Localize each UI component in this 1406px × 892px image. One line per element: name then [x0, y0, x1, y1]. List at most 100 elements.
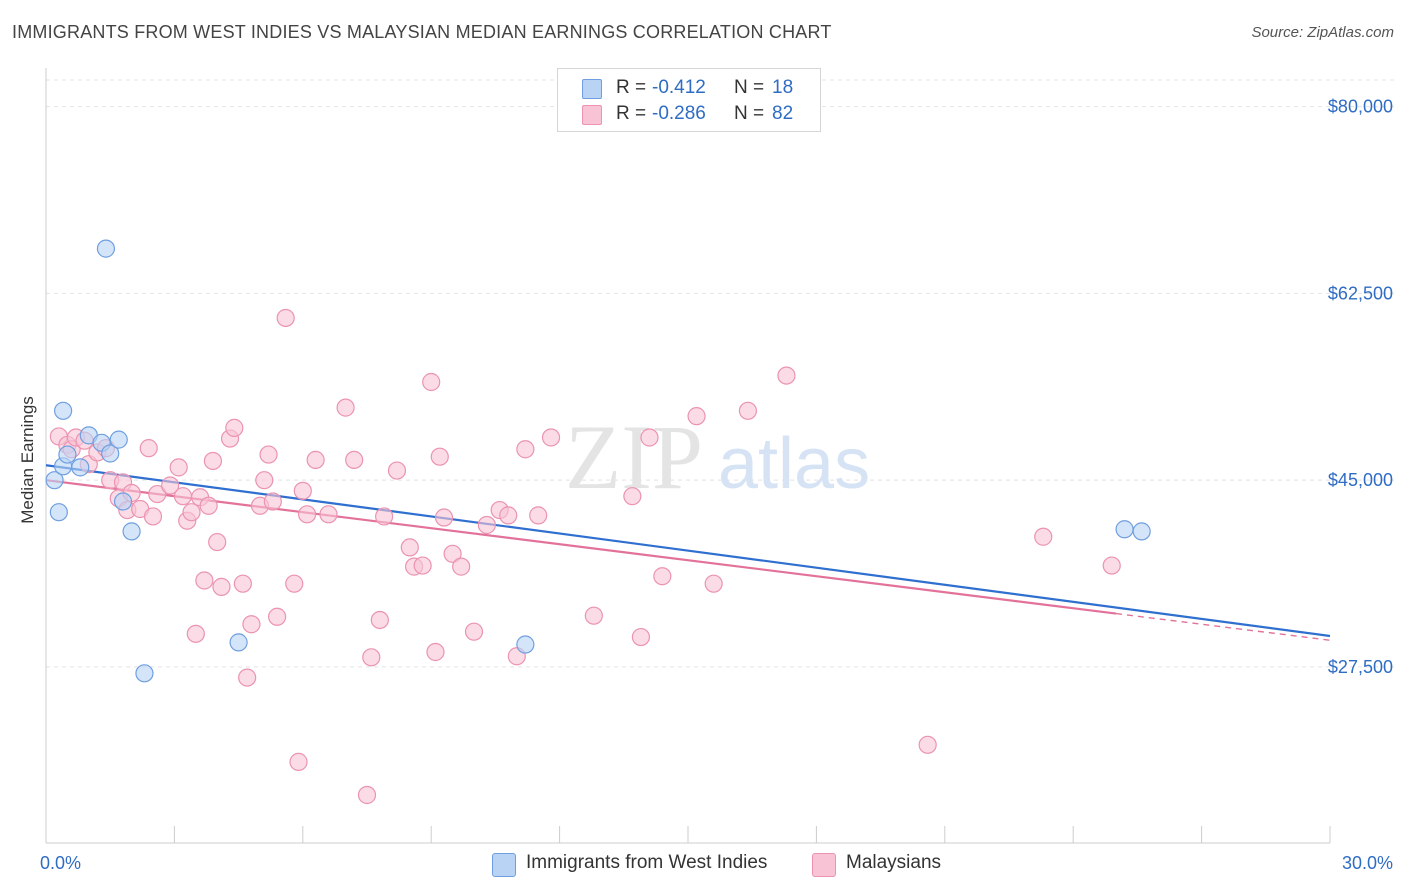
point-malaysians: [263, 492, 282, 511]
trend-line-west-indies: [45, 464, 1331, 638]
point-malaysians: [173, 487, 193, 506]
point-malaysians: [777, 366, 796, 385]
x-tick-label: 0.0%: [40, 853, 81, 873]
point-malaysians: [422, 372, 441, 392]
point-malaysians: [443, 544, 462, 563]
point-malaysians: [199, 496, 218, 515]
point-west-indies: [109, 430, 128, 449]
point-west-indies: [58, 445, 77, 464]
legend-swatch-malaysians: [582, 105, 602, 125]
point-malaysians: [259, 445, 278, 464]
trend-lines: [45, 464, 1331, 641]
point-malaysians: [212, 577, 231, 596]
point-malaysians: [434, 508, 454, 527]
point-malaysians: [387, 461, 407, 480]
point-malaysians: [687, 407, 706, 426]
point-west-indies: [45, 471, 64, 490]
point-malaysians: [186, 624, 205, 643]
point-malaysians: [541, 428, 561, 447]
point-malaysians: [426, 642, 445, 662]
point-malaysians: [362, 648, 381, 667]
point-malaysians: [238, 668, 257, 687]
watermark-atlas: atlas: [718, 424, 870, 504]
point-malaysians: [161, 476, 180, 495]
point-malaysians: [631, 627, 651, 647]
point-malaysians: [370, 610, 389, 630]
point-malaysians: [477, 515, 496, 535]
point-west-indies: [516, 635, 535, 654]
point-malaysians: [452, 557, 471, 576]
point-malaysians: [430, 447, 449, 466]
point-malaysians: [704, 574, 723, 593]
trend-line-malaysians: [45, 479, 1117, 615]
point-west-indies: [71, 458, 90, 477]
point-malaysians: [242, 615, 261, 634]
point-malaysians: [529, 506, 548, 525]
point-malaysians: [182, 503, 201, 522]
legend-swatch-west-indies: [582, 79, 602, 99]
point-west-indies: [1132, 522, 1151, 541]
source-label: Source: ZipAtlas.com: [1251, 24, 1394, 41]
point-malaysians: [319, 505, 338, 524]
y-tick-label: $62,500: [1328, 283, 1393, 303]
point-malaysians: [653, 567, 672, 586]
point-malaysians: [623, 487, 642, 506]
point-west-indies: [113, 492, 133, 511]
legend-r-value: -0.286: [652, 103, 706, 124]
bottom-legend-label: Malaysians: [846, 852, 942, 873]
legend-r-value: -0.412: [652, 77, 706, 98]
point-malaysians: [297, 505, 317, 524]
y-tick-label: $27,500: [1328, 657, 1393, 677]
point-malaysians: [464, 622, 484, 641]
point-malaysians: [208, 532, 227, 552]
y-tick-label: $80,000: [1328, 97, 1393, 117]
point-west-indies: [96, 239, 116, 258]
point-west-indies: [101, 444, 120, 463]
point-malaysians: [285, 574, 304, 593]
point-malaysians: [345, 450, 364, 469]
point-malaysians: [293, 481, 312, 500]
point-malaysians: [499, 506, 518, 525]
point-west-indies: [1115, 520, 1134, 539]
legend-r-label: R =: [616, 77, 647, 98]
chart-title: IMMIGRANTS FROM WEST INDIES VS MALAYSIAN…: [12, 22, 832, 42]
point-malaysians: [255, 471, 274, 490]
point-malaysians: [738, 401, 758, 420]
point-malaysians: [375, 507, 394, 526]
point-malaysians: [400, 538, 419, 557]
point-malaysians: [1034, 527, 1053, 546]
point-malaysians: [276, 308, 295, 328]
legend-n-label: N =: [734, 103, 765, 124]
point-west-indies: [229, 633, 248, 652]
point-malaysians: [516, 440, 535, 459]
point-malaysians: [233, 574, 252, 593]
point-malaysians: [584, 606, 603, 625]
bottom-swatch-west-indies: [492, 853, 516, 877]
legend-r-label: R =: [616, 103, 647, 124]
x-tick-label: 30.0%: [1342, 853, 1393, 873]
y-tick-label: $45,000: [1328, 470, 1393, 490]
point-malaysians: [640, 428, 659, 447]
data-points: [45, 239, 1151, 805]
point-west-indies: [49, 503, 68, 522]
legend-n-label: N =: [734, 77, 765, 98]
point-malaysians: [203, 451, 223, 471]
y-axis-label: Median Earnings: [18, 396, 37, 524]
bottom-legend-label: Immigrants from West Indies: [526, 852, 768, 873]
correlation-legend: R = -0.412 N = 18 R = -0.286 N = 82: [557, 68, 821, 132]
legend-n-value: 18: [772, 77, 794, 98]
legend-n-value: 82: [772, 103, 794, 124]
point-malaysians: [1102, 556, 1121, 575]
point-malaysians: [148, 484, 167, 504]
point-malaysians: [306, 450, 325, 469]
point-malaysians: [195, 571, 214, 590]
point-malaysians: [169, 458, 188, 477]
point-malaysians: [268, 607, 287, 626]
point-malaysians: [413, 556, 432, 575]
point-malaysians: [139, 439, 158, 458]
bottom-swatch-malaysians: [812, 853, 836, 877]
point-malaysians: [357, 785, 377, 805]
point-west-indies: [122, 522, 141, 541]
point-west-indies: [54, 401, 73, 420]
